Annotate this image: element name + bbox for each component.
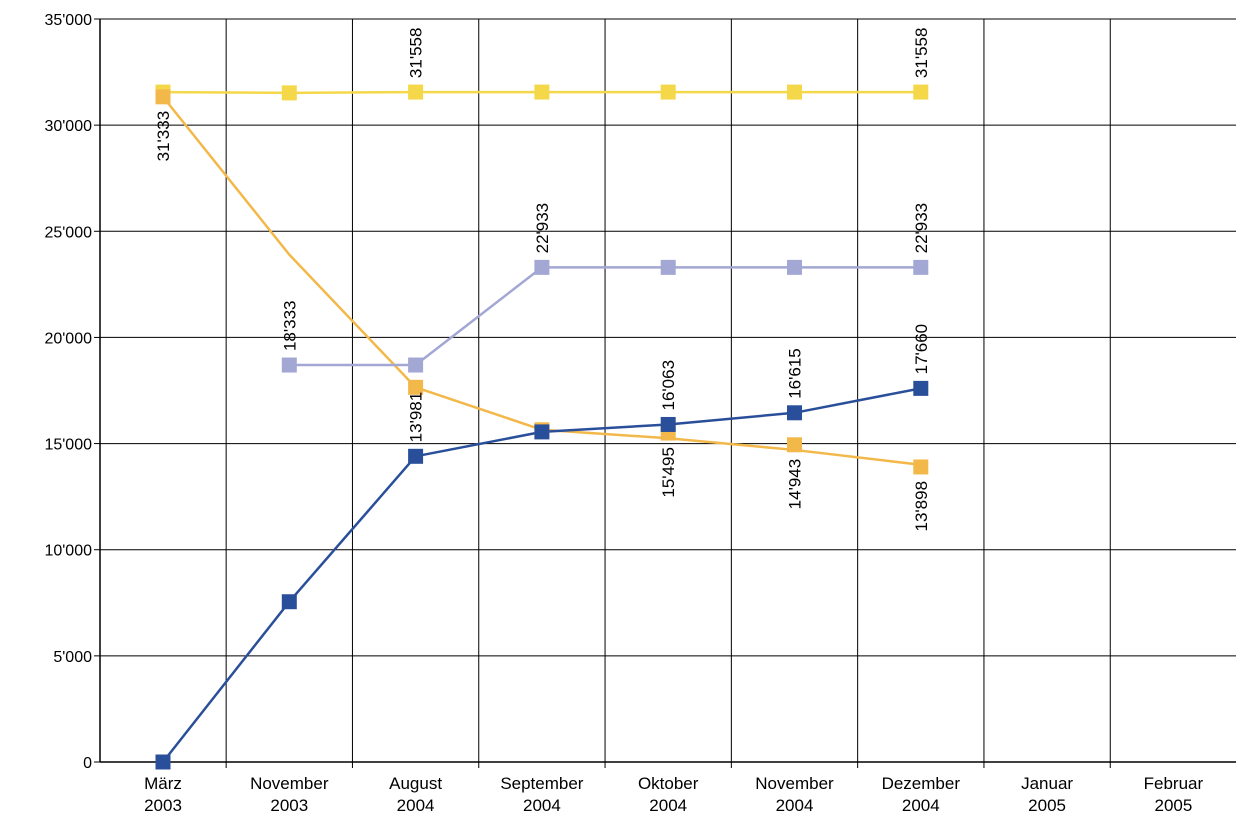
x-tick-label: Februar 2005 [1144,774,1204,815]
data-label-3: 16'063 [659,360,678,411]
y-tick-label: 30'000 [44,118,92,135]
y-tick-label: 15'000 [44,437,92,454]
x-tick-label: Dezember 2004 [882,774,961,815]
series-point-0 [787,84,802,100]
y-tick-label: 20'000 [44,330,92,347]
series-point-2 [787,259,802,275]
series-point-2 [660,259,676,275]
series-point-0 [281,85,297,101]
series-point-2 [408,357,424,373]
data-label-3: 17'660 [912,324,931,375]
x-tick-label: März 2003 [144,774,182,815]
series-point-2 [534,259,550,275]
series-point-3 [408,448,424,464]
series-point-0 [660,84,676,100]
x-tick-label: November 2004 [755,774,834,815]
series-point-3 [660,416,676,432]
data-label-3: 16'615 [786,348,805,399]
data-label-1: 31'333 [154,111,173,162]
x-tick-label: August 2004 [389,774,442,815]
y-tick-label: 25'000 [44,224,92,241]
data-label-1: 13'898 [912,481,931,532]
series-point-1 [787,437,802,453]
y-tick-label: 0 [83,755,92,772]
series-point-3 [534,424,550,440]
x-tick-label: September 2004 [500,774,583,815]
y-tick-label: 10'000 [44,543,92,560]
series-point-3 [281,594,297,610]
series-point-0 [408,84,424,100]
data-label-2: 22'933 [533,203,552,254]
data-label-2: 18'333 [280,300,299,351]
data-label-0: 31'558 [407,28,426,79]
y-tick-label: 35'000 [44,12,92,29]
series-point-1 [408,379,424,395]
x-tick-label: November 2003 [250,774,329,815]
data-label-0: 31'558 [912,28,931,79]
data-label-1: 14'943 [786,459,805,510]
x-tick-label: Oktober 2004 [638,774,699,815]
series-point-1 [913,459,929,475]
series-point-2 [913,259,929,275]
data-label-2: 22'933 [912,203,931,254]
y-tick-label: 5'000 [53,649,92,666]
series-line-2 [289,266,921,367]
series-point-3 [913,380,929,396]
series-point-0 [534,84,550,100]
series-point-2 [281,357,297,373]
data-label-3: 13'981 [407,392,426,443]
series-point-0 [913,84,929,100]
series-point-1 [155,89,171,105]
series-point-3 [787,405,802,421]
series-line-3 [162,387,922,763]
x-tick-label: Januar 2005 [1021,774,1073,815]
data-label-1: 15'495 [659,447,678,498]
series-point-3 [155,754,171,770]
